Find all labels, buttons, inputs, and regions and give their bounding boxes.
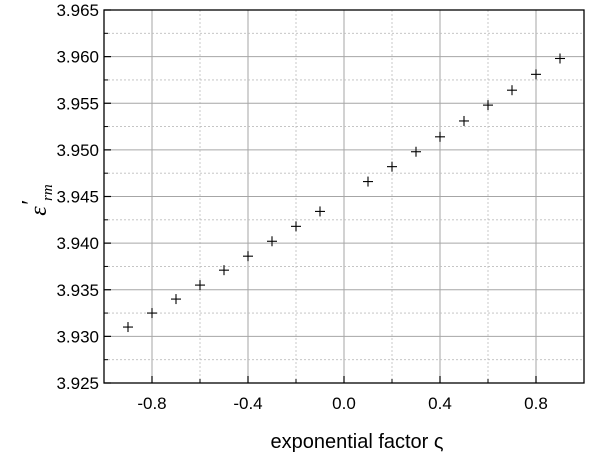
data-point xyxy=(363,176,373,187)
data-point xyxy=(171,294,181,305)
y-tick-label: 3.965 xyxy=(56,1,99,20)
data-point xyxy=(195,280,205,291)
axis-ticks xyxy=(103,9,585,384)
y-axis-title-prime: ′ xyxy=(18,200,44,206)
svg-text:ε′rm: ε′rm xyxy=(18,184,56,216)
data-point xyxy=(123,322,133,333)
x-tick-label: 0.8 xyxy=(524,394,548,413)
data-point xyxy=(147,308,157,319)
x-axis-title: exponential factor ς xyxy=(270,431,443,453)
y-tick-label: 3.950 xyxy=(56,141,99,160)
grid-lines xyxy=(104,9,584,384)
y-tick-label: 3.940 xyxy=(56,234,99,253)
data-point xyxy=(219,265,229,276)
data-point xyxy=(459,115,469,126)
plot-frame xyxy=(103,9,585,384)
x-tick-label: -0.8 xyxy=(137,394,166,413)
data-point xyxy=(291,221,301,232)
data-point xyxy=(483,100,493,111)
x-tick-label: -0.4 xyxy=(233,394,262,413)
data-point xyxy=(315,206,325,217)
data-point xyxy=(531,69,541,80)
x-tick-labels: -0.8 -0.4 0.0 0.4 0.8 xyxy=(137,394,547,413)
data-point xyxy=(267,236,277,247)
y-tick-label: 3.955 xyxy=(56,94,99,113)
data-point xyxy=(507,85,517,96)
x-tick-label: 0.0 xyxy=(332,394,356,413)
x-tick-label: 0.4 xyxy=(428,394,452,413)
y-tick-label: 3.935 xyxy=(56,281,99,300)
y-tick-label: 3.925 xyxy=(56,374,99,393)
data-point xyxy=(243,251,253,262)
data-point xyxy=(411,146,421,157)
y-axis-title-symbol: ε xyxy=(26,206,52,216)
y-tick-label: 3.945 xyxy=(56,188,99,207)
data-points xyxy=(123,53,565,333)
y-axis-title-subscript: rm xyxy=(40,184,56,201)
y-tick-label: 3.960 xyxy=(56,48,99,67)
data-point xyxy=(387,161,397,172)
y-axis-title: ε′rm xyxy=(18,184,56,216)
y-tick-labels: 3.925 3.930 3.935 3.940 3.945 3.950 3.955 3.960… xyxy=(56,1,99,393)
y-tick-label: 3.930 xyxy=(56,327,99,346)
data-point xyxy=(555,53,565,64)
data-point xyxy=(435,131,445,142)
